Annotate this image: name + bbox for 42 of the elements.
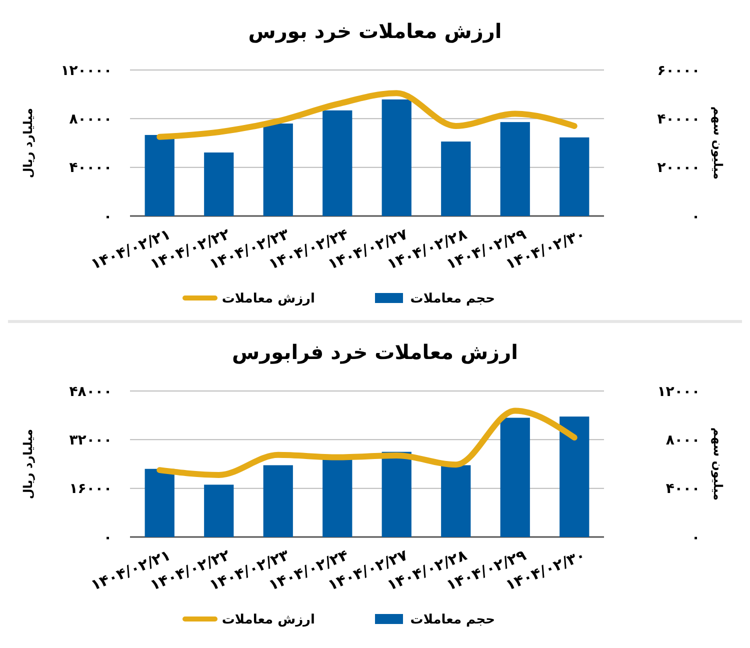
y2-tick-label: ۰ <box>691 208 700 225</box>
y-axis-title: میلیارد ریال <box>21 428 35 500</box>
bar <box>144 468 174 537</box>
legend-label: ارزش معاملات <box>222 612 315 628</box>
bar <box>263 124 293 216</box>
y-axis-title: میلیارد ریال <box>21 108 35 178</box>
bar <box>204 484 234 537</box>
bar <box>382 99 412 216</box>
chart-title: ارزش معاملات خرد فرابورس <box>232 340 518 364</box>
y-tick-label: ۳۲۰۰۰ <box>69 432 112 449</box>
bar <box>204 152 234 216</box>
y2-tick-label: ۱۲۰۰۰ <box>657 384 700 400</box>
bar <box>560 137 590 216</box>
y-tick-label: ۴۰۰۰۰ <box>69 160 112 176</box>
bar <box>144 134 174 216</box>
bar <box>560 416 590 537</box>
y-tick-label: ۱۲۰۰۰۰ <box>60 62 112 79</box>
y2-axis-title: میلیون سهم <box>711 106 725 180</box>
y2-tick-label: ۰ <box>691 530 700 546</box>
y-tick-label: ۱۶۰۰۰ <box>69 481 112 498</box>
legend-label: حجم معاملات <box>410 612 495 628</box>
y2-axis-title: میلیون سهم <box>711 427 725 501</box>
legend-label: حجم معاملات <box>410 292 495 307</box>
bar <box>382 452 412 537</box>
y2-tick-label: ۶۰۰۰۰ <box>657 62 700 79</box>
bar <box>263 465 293 537</box>
y2-tick-label: ۸۰۰۰ <box>666 432 700 449</box>
bar <box>322 110 352 216</box>
y-tick-label: ۰ <box>103 208 112 225</box>
y2-tick-label: ۴۰۰۰۰ <box>657 112 700 128</box>
chart-title: ارزش معاملات خرد بورس <box>248 19 502 43</box>
legend-label: ارزش معاملات <box>222 292 315 307</box>
y-tick-label: ۴۸۰۰۰ <box>69 384 112 400</box>
y-tick-label: ۸۰۰۰۰ <box>69 112 112 128</box>
y2-tick-label: ۴۰۰۰ <box>666 481 700 498</box>
bar <box>441 465 471 537</box>
bar <box>441 142 471 216</box>
bar <box>500 418 530 537</box>
bar <box>500 122 530 216</box>
y-tick-label: ۰ <box>103 530 112 546</box>
bar <box>322 459 352 537</box>
y2-tick-label: ۲۰۰۰۰ <box>657 160 700 176</box>
